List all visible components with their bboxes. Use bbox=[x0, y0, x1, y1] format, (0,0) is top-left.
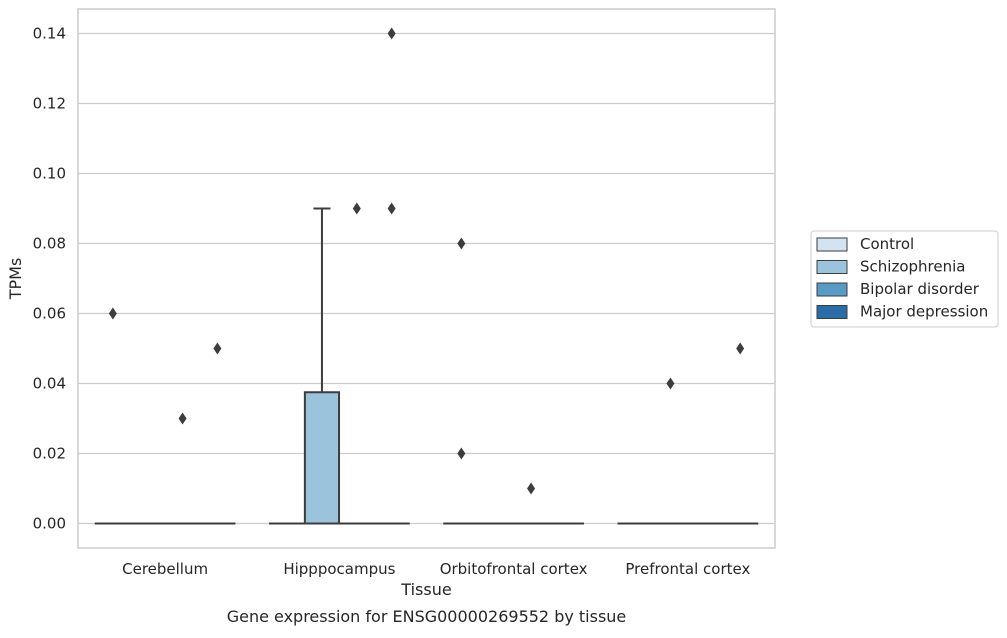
outlier-point bbox=[388, 203, 396, 215]
series-schizophrenia bbox=[131, 209, 688, 524]
box-element bbox=[340, 203, 374, 524]
x-tick-label: Prefrontal cortex bbox=[625, 560, 750, 578]
y-tick-label: 0.08 bbox=[33, 235, 66, 253]
legend-item: Control bbox=[817, 235, 914, 253]
box-element bbox=[165, 413, 199, 524]
box-body bbox=[305, 392, 339, 523]
legend-swatch bbox=[817, 261, 847, 274]
y-tick-label: 0.04 bbox=[33, 375, 66, 393]
y-axis-label: TPMs bbox=[6, 258, 25, 301]
outlier-point bbox=[457, 238, 465, 250]
box-element bbox=[305, 209, 339, 524]
chart-caption: Gene expression for ENSG00000269552 by t… bbox=[227, 607, 627, 626]
y-tick-label: 0.02 bbox=[33, 445, 66, 463]
outlier-point bbox=[109, 308, 117, 320]
y-tick-label: 0.12 bbox=[33, 95, 66, 113]
outlier-point bbox=[527, 483, 535, 495]
legend-swatch bbox=[817, 283, 847, 296]
outlier-point bbox=[213, 343, 221, 355]
outlier-point bbox=[457, 448, 465, 460]
box-element bbox=[514, 483, 548, 524]
y-tick-label: 0.06 bbox=[33, 305, 66, 323]
legend-label: Bipolar disorder bbox=[860, 280, 980, 298]
legend-swatch bbox=[817, 306, 847, 319]
box-series bbox=[96, 28, 757, 524]
legend-item: Bipolar disorder bbox=[817, 280, 980, 298]
box-element bbox=[375, 28, 409, 524]
legend-swatch bbox=[817, 238, 847, 251]
box-element bbox=[444, 238, 478, 524]
box-element bbox=[723, 343, 757, 524]
outlier-point bbox=[388, 28, 396, 40]
x-axis-label: Tissue bbox=[400, 580, 451, 599]
y-tick-label: 0.14 bbox=[33, 25, 66, 43]
x-tick-label: Hipppocampus bbox=[283, 560, 395, 578]
x-axis-ticks: Cerebellum Hipppocampus Orbitofrontal cort… bbox=[122, 560, 750, 578]
outlier-point bbox=[179, 413, 187, 425]
y-tick-label: 0.00 bbox=[33, 515, 66, 533]
legend-item: Schizophrenia bbox=[817, 258, 965, 276]
legend-label: Control bbox=[860, 235, 914, 253]
x-tick-label: Orbitofrontal cortex bbox=[440, 560, 588, 578]
plot-frame bbox=[78, 9, 775, 548]
series-major-depression bbox=[200, 28, 757, 524]
legend: Control Schizophrenia Bipolar disorder Majo… bbox=[811, 231, 998, 327]
x-tick-label: Cerebellum bbox=[122, 560, 208, 578]
outlier-point bbox=[736, 343, 744, 355]
y-tick-label: 0.10 bbox=[33, 165, 66, 183]
gridlines bbox=[78, 34, 775, 524]
series-control bbox=[96, 238, 653, 524]
y-axis-ticks: 0.00 0.02 0.04 0.06 0.08 0.10 0.12 0.14 bbox=[33, 25, 66, 533]
outlier-point bbox=[353, 203, 361, 215]
box-element bbox=[96, 308, 130, 524]
legend-label: Major depression bbox=[860, 303, 988, 321]
legend-label: Schizophrenia bbox=[860, 258, 965, 276]
outlier-point bbox=[666, 378, 674, 390]
box-element bbox=[200, 343, 234, 524]
legend-item: Major depression bbox=[817, 303, 988, 321]
series-bipolar-disorder bbox=[165, 203, 722, 524]
box-element bbox=[653, 378, 687, 524]
